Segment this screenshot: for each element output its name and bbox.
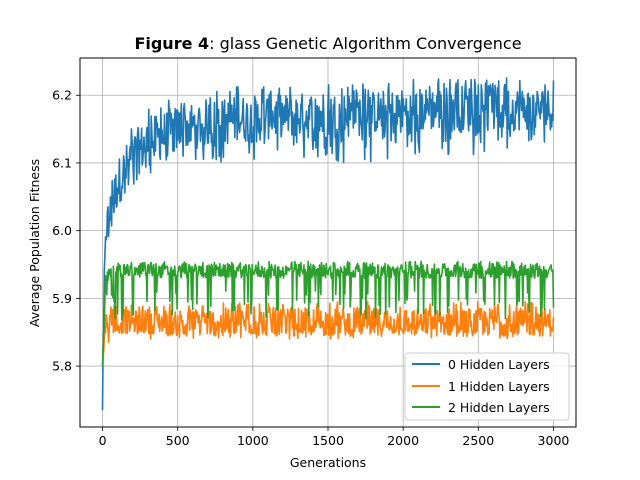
y-tick-label: 5.9 (52, 291, 72, 306)
grid-lines (80, 58, 576, 427)
x-tick-label: 3000 (538, 433, 570, 448)
y-tick-label: 6.0 (52, 223, 72, 238)
x-tick-label: 1500 (312, 433, 344, 448)
series-line-1-hidden-layers (101, 300, 555, 367)
chart-title-rest: : glass Genetic Algorithm Convergence (209, 34, 521, 53)
legend-label-0-hidden-layers: 0 Hidden Layers (448, 357, 550, 372)
legend: 0 Hidden Layers 1 Hidden Layers 2 Hidden… (404, 352, 570, 421)
series-line-2-hidden-layers (101, 260, 555, 367)
x-tick-label: 2500 (462, 433, 494, 448)
legend-label-1-hidden-layers: 1 Hidden Layers (448, 379, 550, 394)
chart-title-bold: Figure 4 (134, 34, 209, 53)
legend-box (404, 352, 570, 421)
chart-title: Figure 4: glass Genetic Algorithm Conver… (134, 34, 521, 53)
x-tick-label: 2000 (387, 433, 419, 448)
series-lines (101, 77, 555, 411)
y-tick-label: 6.1 (52, 155, 72, 170)
x-tick-label: 500 (166, 433, 190, 448)
x-axis-label: Generations (290, 455, 366, 470)
x-tick-label: 0 (99, 433, 107, 448)
y-tick-label: 6.2 (52, 88, 72, 103)
y-axis-label: Average Population Fitness (27, 159, 42, 327)
x-tick-label: 1000 (237, 433, 269, 448)
series-line-0-hidden-layers (101, 77, 555, 411)
legend-label-2-hidden-layers: 2 Hidden Layers (448, 400, 550, 415)
y-tick-label: 5.8 (52, 359, 72, 374)
axis-ticks: 0 500 1000 1500 2000 2500 3000 5.8 5.9 6.0 6.1 6.2 (52, 88, 569, 448)
